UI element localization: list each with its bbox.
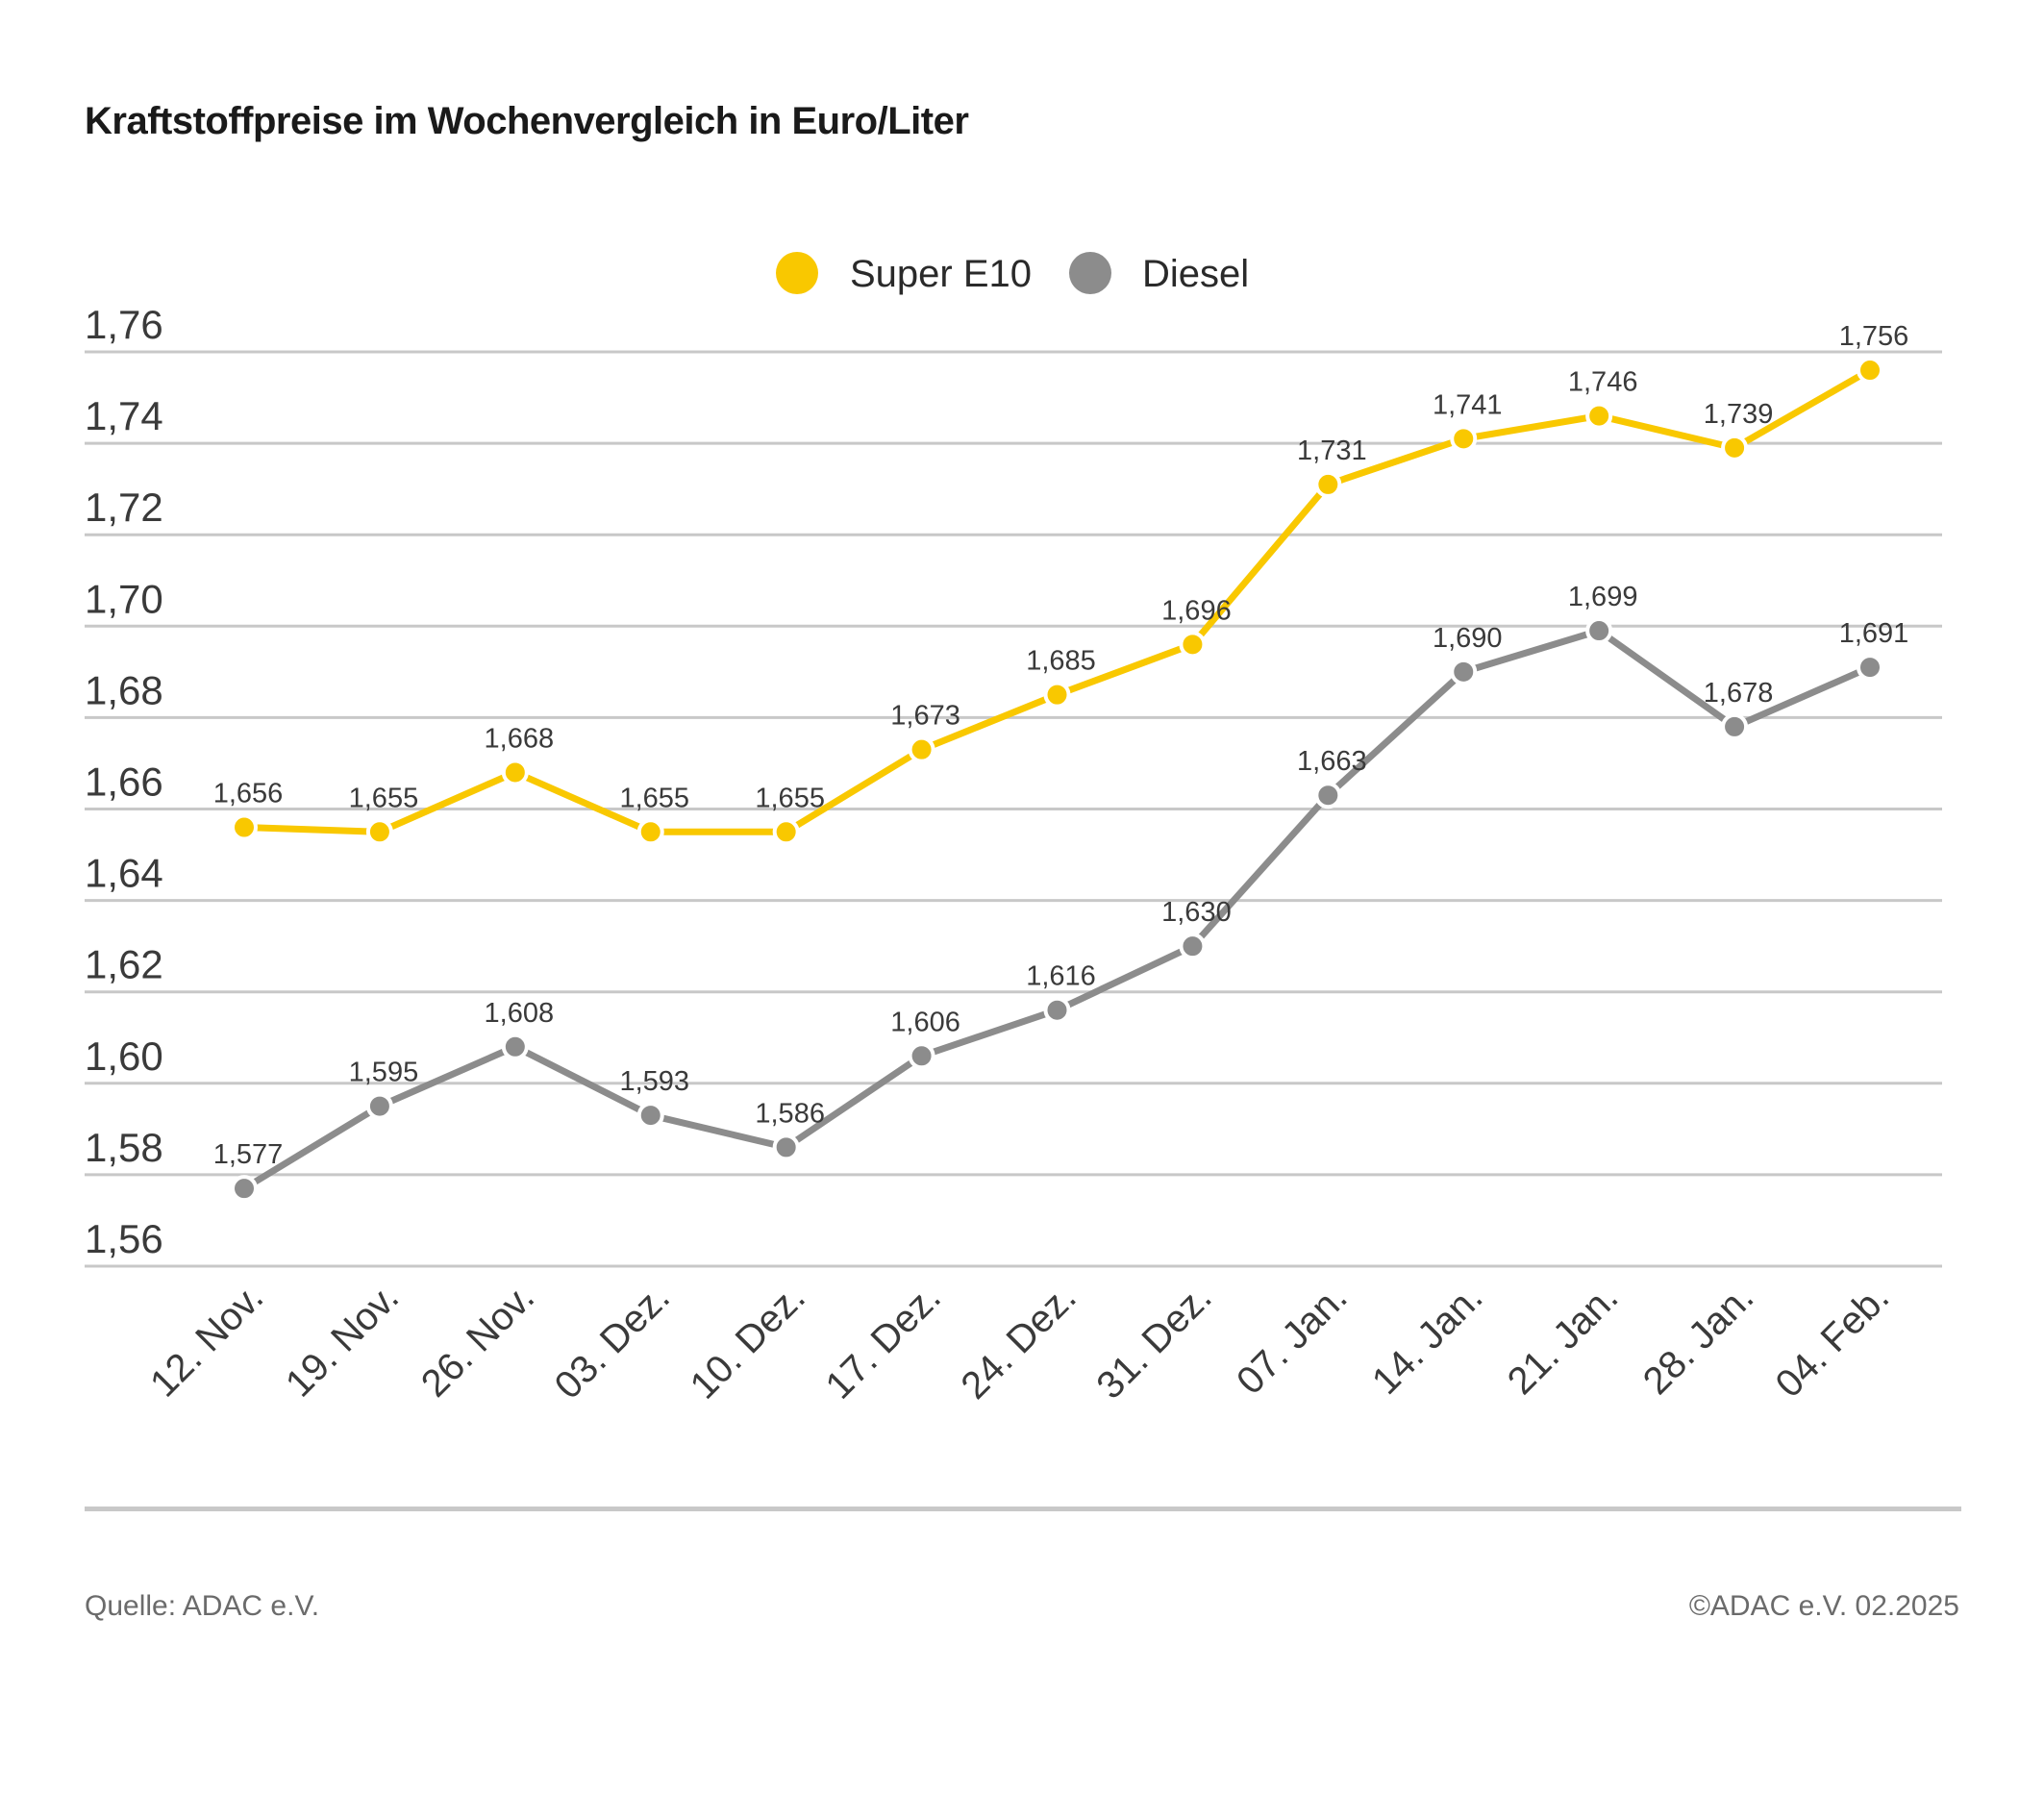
y-tick-label: 1,72	[85, 485, 163, 530]
data-label: 1,741	[1433, 389, 1503, 420]
data-point	[1450, 425, 1478, 453]
data-label: 1,678	[1704, 678, 1774, 709]
footer-divider	[85, 1507, 1961, 1511]
data-point	[1179, 631, 1207, 659]
x-tick-label: 26. Nov.	[413, 1276, 542, 1405]
x-tick-label: 31. Dez.	[1088, 1276, 1219, 1407]
data-label: 1,608	[485, 998, 555, 1029]
legend: Super E10 Diesel	[776, 252, 1249, 295]
chart-title: Kraftstoffpreise im Wochenvergleich in E…	[85, 100, 969, 142]
source-note: Quelle: ADAC e.V.	[85, 1590, 320, 1622]
y-tick-label: 1,68	[85, 667, 163, 712]
y-tick-label: 1,60	[85, 1033, 163, 1079]
x-tick-label: 12. Nov.	[142, 1276, 271, 1405]
x-tick-label: 21. Jan.	[1500, 1276, 1627, 1403]
data-point	[636, 1102, 664, 1130]
data-point	[1314, 470, 1342, 498]
data-label: 1,690	[1433, 623, 1503, 654]
data-label: 1,595	[349, 1058, 419, 1088]
legend-marker	[776, 252, 818, 294]
data-point	[365, 818, 393, 846]
data-point	[1450, 658, 1478, 685]
y-tick-label: 1,70	[85, 576, 163, 621]
data-point	[501, 759, 529, 786]
data-labels: 1,656 1,655 1,668 1,655 1,655 1,673 1,685 1,696…	[213, 321, 1909, 1170]
y-tick-label: 1,76	[85, 302, 163, 347]
data-point	[1043, 996, 1071, 1024]
data-label: 1,655	[755, 783, 825, 813]
x-tick-label: 04. Feb.	[1767, 1276, 1897, 1406]
data-point	[501, 1033, 529, 1060]
x-tick-label: 19. Nov.	[278, 1276, 407, 1405]
data-point	[908, 735, 935, 763]
data-label: 1,699	[1568, 582, 1638, 612]
data-label: 1,696	[1161, 595, 1232, 626]
data-point	[1585, 402, 1613, 430]
data-label: 1,756	[1839, 321, 1909, 352]
series-line	[240, 627, 1874, 1192]
x-tick-label: 24. Dez.	[953, 1276, 1084, 1407]
x-tick-label: 07. Jan.	[1229, 1276, 1356, 1403]
gridlines	[85, 350, 1942, 1268]
y-axis: 1,76 1,74 1,72 1,70 1,68 1,66 1,64 1,62 1,60 1,58…	[85, 302, 163, 1261]
data-point	[636, 818, 664, 846]
data-label: 1,577	[213, 1139, 284, 1170]
data-label: 1,656	[213, 779, 284, 809]
data-point	[231, 1175, 258, 1203]
x-tick-label: 03. Dez.	[547, 1276, 678, 1407]
data-label: 1,630	[1161, 897, 1232, 928]
data-label: 1,739	[1704, 399, 1774, 430]
data-label: 1,673	[890, 701, 960, 732]
legend-label: Diesel	[1142, 253, 1249, 295]
x-tick-label: 10. Dez.	[683, 1276, 813, 1407]
y-tick-label: 1,62	[85, 942, 163, 987]
data-point	[1179, 933, 1207, 960]
data-point	[1314, 782, 1342, 809]
data-point	[1857, 357, 1883, 385]
data-point	[1043, 681, 1071, 709]
data-label: 1,616	[1026, 961, 1096, 992]
legend-label: Super E10	[850, 253, 1032, 295]
x-axis: 12. Nov. 19. Nov. 26. Nov. 03. Dez. 10. Dez.…	[142, 1276, 1897, 1407]
data-label: 1,655	[349, 783, 419, 813]
data-point	[1721, 712, 1749, 740]
data-label: 1,746	[1568, 367, 1638, 398]
data-label: 1,606	[890, 1007, 960, 1037]
x-tick-label: 14. Jan.	[1364, 1276, 1491, 1403]
y-tick-label: 1,56	[85, 1216, 163, 1261]
legend-marker	[1069, 252, 1111, 294]
data-label: 1,655	[619, 783, 689, 813]
series-layer	[231, 357, 1883, 1203]
data-point	[908, 1042, 935, 1070]
data-label: 1,593	[619, 1066, 689, 1097]
data-point	[772, 1133, 800, 1161]
data-point	[1857, 654, 1883, 682]
data-label: 1,663	[1297, 746, 1367, 777]
y-tick-label: 1,66	[85, 760, 163, 805]
data-label: 1,668	[485, 723, 555, 754]
data-point	[1721, 434, 1749, 461]
data-point	[231, 813, 258, 841]
data-point	[365, 1092, 393, 1120]
copyright-note: ©ADAC e.V. 02.2025	[1688, 1590, 1959, 1622]
y-tick-label: 1,64	[85, 851, 163, 896]
data-point	[1585, 617, 1613, 645]
x-tick-label: 28. Jan.	[1635, 1276, 1762, 1403]
data-label: 1,731	[1297, 436, 1367, 466]
x-tick-label: 17. Dez.	[817, 1276, 948, 1407]
y-tick-label: 1,74	[85, 393, 163, 438]
data-label: 1,685	[1026, 646, 1096, 677]
data-point	[772, 818, 800, 846]
data-label: 1,691	[1839, 618, 1909, 649]
data-label: 1,586	[755, 1098, 825, 1129]
y-tick-label: 1,58	[85, 1125, 163, 1170]
